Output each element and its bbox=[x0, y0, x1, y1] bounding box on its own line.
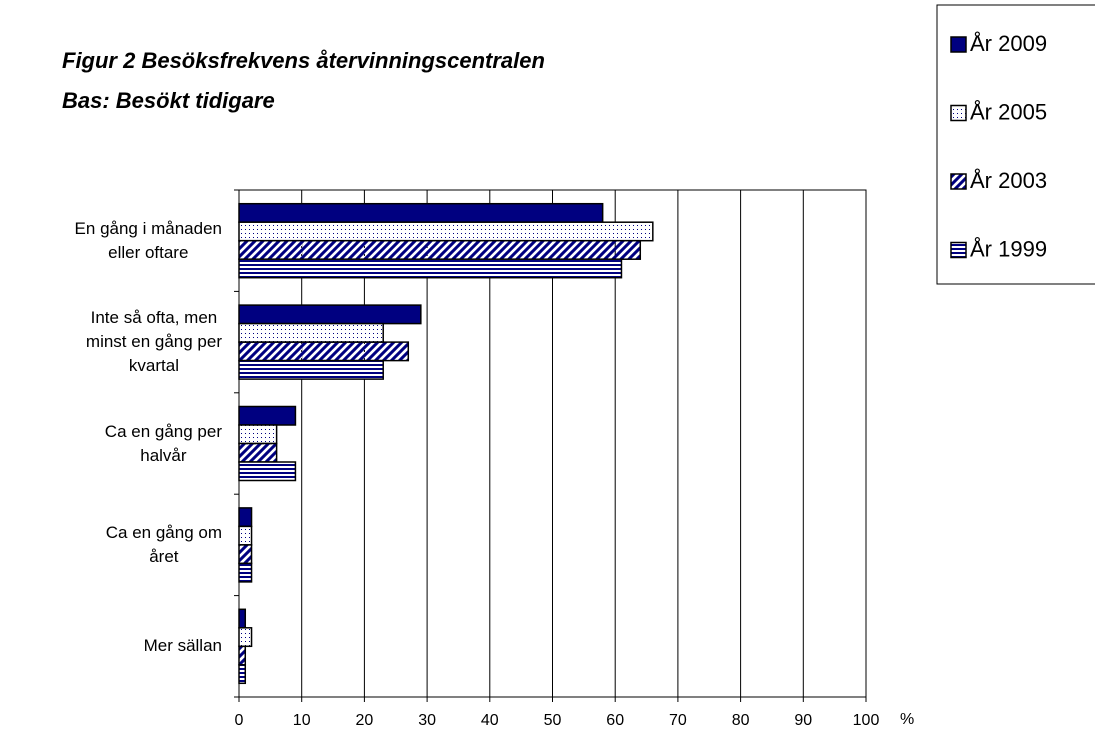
bar bbox=[238, 221, 654, 242]
bar bbox=[238, 507, 253, 528]
x-tick-label: 80 bbox=[732, 712, 750, 729]
bar bbox=[238, 405, 297, 426]
y-tick-label: Inte så ofta, men minst en gång per kvar… bbox=[85, 308, 222, 376]
x-tick-label: 0 bbox=[235, 712, 244, 729]
x-axis-label: % bbox=[900, 711, 914, 728]
bar bbox=[238, 461, 297, 482]
y-tick-label: Mer sällan bbox=[143, 636, 222, 656]
legend-label: År 1999 bbox=[970, 236, 1047, 261]
bar bbox=[238, 341, 410, 362]
y-tick-label: Ca en gång om året bbox=[105, 522, 222, 566]
x-tick-label: 50 bbox=[544, 712, 562, 729]
legend-swatch bbox=[950, 36, 967, 53]
legend-label: År 2003 bbox=[970, 168, 1047, 193]
bar bbox=[238, 359, 384, 380]
x-tick-label: 70 bbox=[669, 712, 687, 729]
legend-label: År 2005 bbox=[970, 99, 1047, 124]
y-tick-label: En gång i månaden eller oftare bbox=[74, 218, 222, 262]
y-tick-label: Ca en gång per halvår bbox=[104, 421, 222, 465]
legend-swatch bbox=[950, 173, 967, 190]
x-tick-label: 20 bbox=[356, 712, 374, 729]
x-tick-label: 30 bbox=[418, 712, 436, 729]
bar bbox=[238, 304, 422, 325]
x-tick-label: 60 bbox=[606, 712, 624, 729]
x-tick-label: 100 bbox=[853, 712, 880, 729]
bar bbox=[238, 664, 247, 685]
bar bbox=[238, 424, 278, 445]
bar bbox=[238, 322, 384, 343]
bar bbox=[238, 562, 253, 583]
legend-label: År 2009 bbox=[970, 31, 1047, 56]
bar bbox=[238, 442, 278, 463]
chart-subtitle: Bas: Besökt tidigare bbox=[62, 88, 275, 113]
bar bbox=[238, 239, 642, 260]
x-tick-label: 90 bbox=[794, 712, 812, 729]
bar bbox=[238, 202, 604, 223]
chart-title: Figur 2 Besöksfrekvens återvinningscentr… bbox=[62, 48, 545, 73]
bar bbox=[238, 608, 247, 629]
bar bbox=[238, 645, 247, 666]
bar bbox=[238, 544, 253, 565]
legend-swatch bbox=[950, 104, 967, 122]
legend-swatch bbox=[950, 241, 967, 259]
x-tick-label: 10 bbox=[293, 712, 311, 729]
x-tick-label: 40 bbox=[481, 712, 499, 729]
bar bbox=[238, 525, 253, 546]
bar bbox=[238, 627, 253, 648]
bar bbox=[238, 258, 623, 279]
